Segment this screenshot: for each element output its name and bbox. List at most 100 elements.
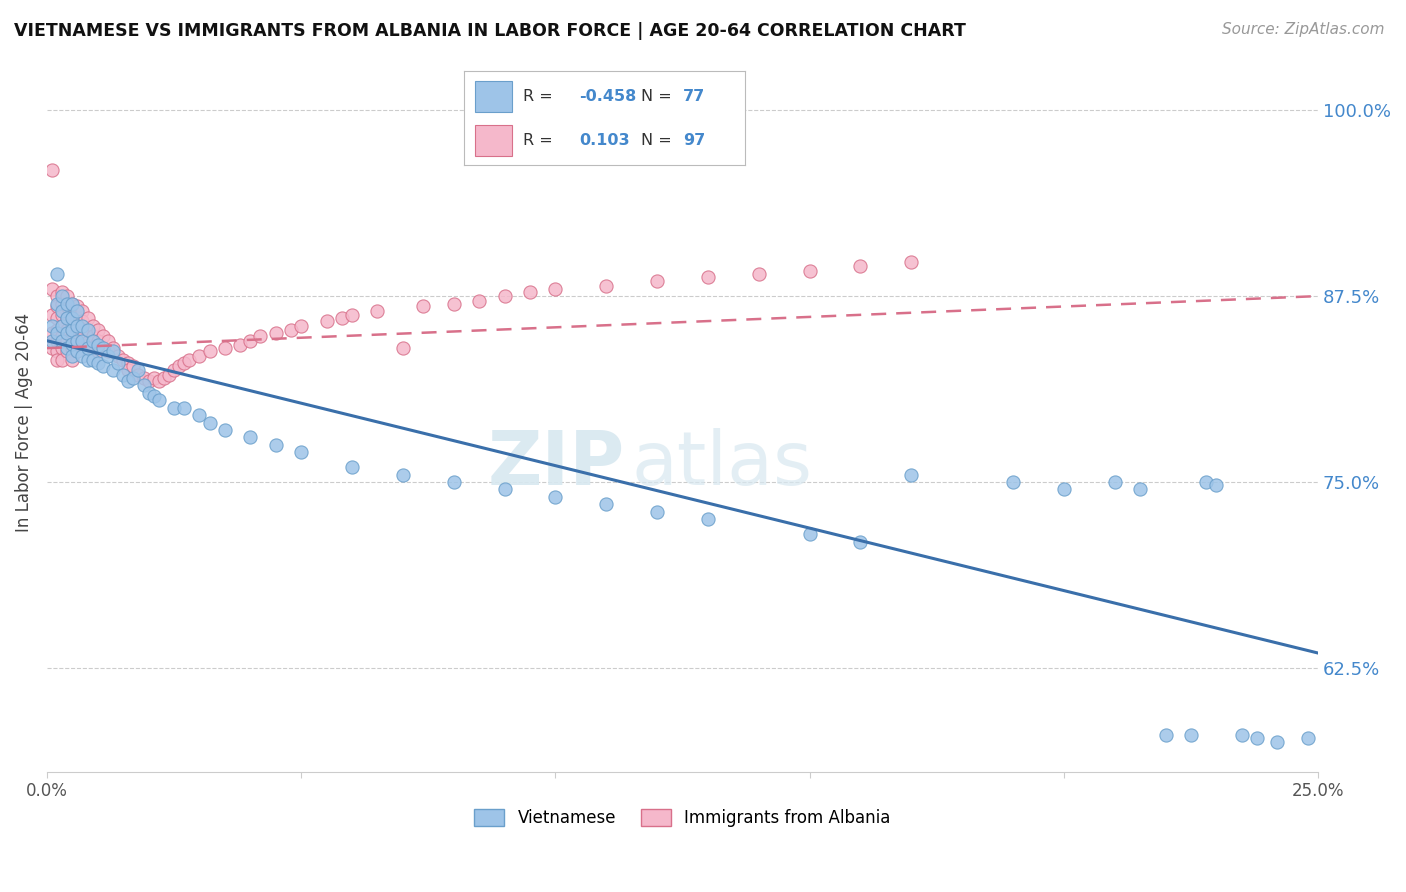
Point <box>153 371 176 385</box>
Point <box>142 389 165 403</box>
Point <box>1246 731 1268 745</box>
Point <box>56 341 79 355</box>
Point <box>56 344 79 359</box>
Point <box>72 314 94 328</box>
Point <box>127 368 149 382</box>
Point <box>76 353 98 368</box>
Point <box>1205 478 1227 492</box>
Point <box>107 356 129 370</box>
Point <box>46 300 69 314</box>
Point <box>799 527 821 541</box>
Point <box>41 282 63 296</box>
Point <box>46 334 69 348</box>
Point <box>544 282 567 296</box>
Point <box>51 334 73 348</box>
Point <box>229 338 252 352</box>
Point <box>66 304 89 318</box>
Point <box>60 309 83 323</box>
Point <box>117 356 139 370</box>
Point <box>1267 735 1289 749</box>
Point <box>60 311 83 326</box>
Point <box>60 329 83 343</box>
Point <box>849 534 872 549</box>
Point <box>443 296 465 310</box>
Point <box>46 323 69 337</box>
Point <box>66 323 89 337</box>
Point <box>66 334 89 348</box>
Point <box>46 289 69 303</box>
Point <box>82 341 104 355</box>
Point <box>82 353 104 368</box>
Point <box>315 314 337 328</box>
Point <box>56 334 79 348</box>
Point <box>76 323 98 337</box>
Point <box>97 344 120 359</box>
Point <box>645 505 668 519</box>
Point <box>101 344 124 359</box>
Point <box>697 269 720 284</box>
Point <box>46 353 69 368</box>
Point <box>72 349 94 363</box>
Point <box>519 285 541 299</box>
Point <box>56 311 79 326</box>
Point <box>60 336 83 351</box>
Point <box>1230 728 1253 742</box>
Point <box>97 334 120 348</box>
Point <box>1154 728 1177 742</box>
Text: atlas: atlas <box>631 428 813 501</box>
Point <box>51 318 73 333</box>
Point <box>56 300 79 314</box>
Point <box>1053 483 1076 497</box>
Point <box>112 353 135 368</box>
Point <box>290 318 312 333</box>
Point <box>138 374 160 388</box>
Point <box>1195 475 1218 489</box>
Point <box>849 260 872 274</box>
Bar <box>475 81 512 112</box>
Point <box>264 438 287 452</box>
Point <box>56 289 79 303</box>
Point <box>51 309 73 323</box>
Point <box>91 341 114 355</box>
Point <box>56 311 79 326</box>
Point <box>60 296 83 310</box>
Point <box>91 341 114 355</box>
Point <box>122 371 145 385</box>
Point <box>51 289 73 303</box>
Point <box>60 341 83 355</box>
Point <box>76 323 98 337</box>
Point <box>1002 475 1025 489</box>
Point <box>97 349 120 363</box>
Point <box>239 334 262 348</box>
Point <box>91 329 114 343</box>
Point <box>87 344 110 359</box>
Point <box>167 359 190 373</box>
Point <box>544 490 567 504</box>
Point <box>76 311 98 326</box>
Point <box>214 423 236 437</box>
Point <box>87 323 110 337</box>
Point <box>51 329 73 343</box>
Point <box>280 323 302 337</box>
Point <box>132 371 155 385</box>
Point <box>60 296 83 310</box>
Point <box>188 349 211 363</box>
Point <box>87 356 110 370</box>
Point <box>41 162 63 177</box>
Point <box>412 300 434 314</box>
Point <box>72 304 94 318</box>
Point <box>82 329 104 343</box>
Point <box>595 497 617 511</box>
Point <box>60 318 83 333</box>
Point <box>157 368 180 382</box>
Point <box>645 274 668 288</box>
Point <box>51 318 73 333</box>
Point <box>56 323 79 337</box>
Point <box>41 341 63 355</box>
Point <box>76 341 98 355</box>
Text: 0.103: 0.103 <box>579 133 630 148</box>
Point <box>392 341 415 355</box>
Point <box>900 467 922 482</box>
Point <box>56 326 79 341</box>
Point <box>198 344 221 359</box>
